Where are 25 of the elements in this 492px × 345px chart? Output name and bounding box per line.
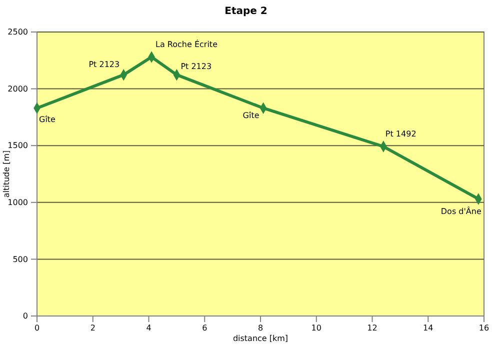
y-tick-label: 2500: [8, 28, 28, 37]
annotation: Gîte: [39, 115, 56, 124]
x-tick-label: 4: [146, 324, 152, 333]
annotation: Pt 2123: [88, 60, 120, 69]
y-axis-title: altitude [m]: [2, 150, 11, 198]
x-tick-label: 2: [90, 324, 96, 333]
x-tick-label: 10: [311, 324, 322, 333]
x-tick-label: 6: [202, 324, 208, 333]
y-tick-label: 500: [12, 254, 28, 264]
x-tick-label: 14: [423, 324, 434, 333]
x-tick-label: 16: [478, 324, 490, 333]
annotation: Pt 2123: [180, 62, 212, 71]
x-tick-label: 8: [258, 324, 264, 333]
annotation: Pt 1492: [385, 130, 416, 139]
y-tick-label: 1500: [8, 141, 28, 150]
annotation: Dos d'Âne: [440, 206, 482, 216]
y-tick-label: 1000: [8, 198, 28, 207]
annotation: Gîte: [242, 111, 260, 120]
x-tick-label: 0: [34, 324, 40, 333]
annotation: La Roche Écrite: [156, 38, 218, 49]
y-tick-label: 0: [22, 312, 28, 321]
y-tick-label: 2000: [8, 84, 28, 94]
x-axis-title: distance [km]: [232, 334, 288, 343]
x-tick-label: 12: [367, 324, 378, 333]
chart-title: Etape 2: [224, 6, 268, 17]
